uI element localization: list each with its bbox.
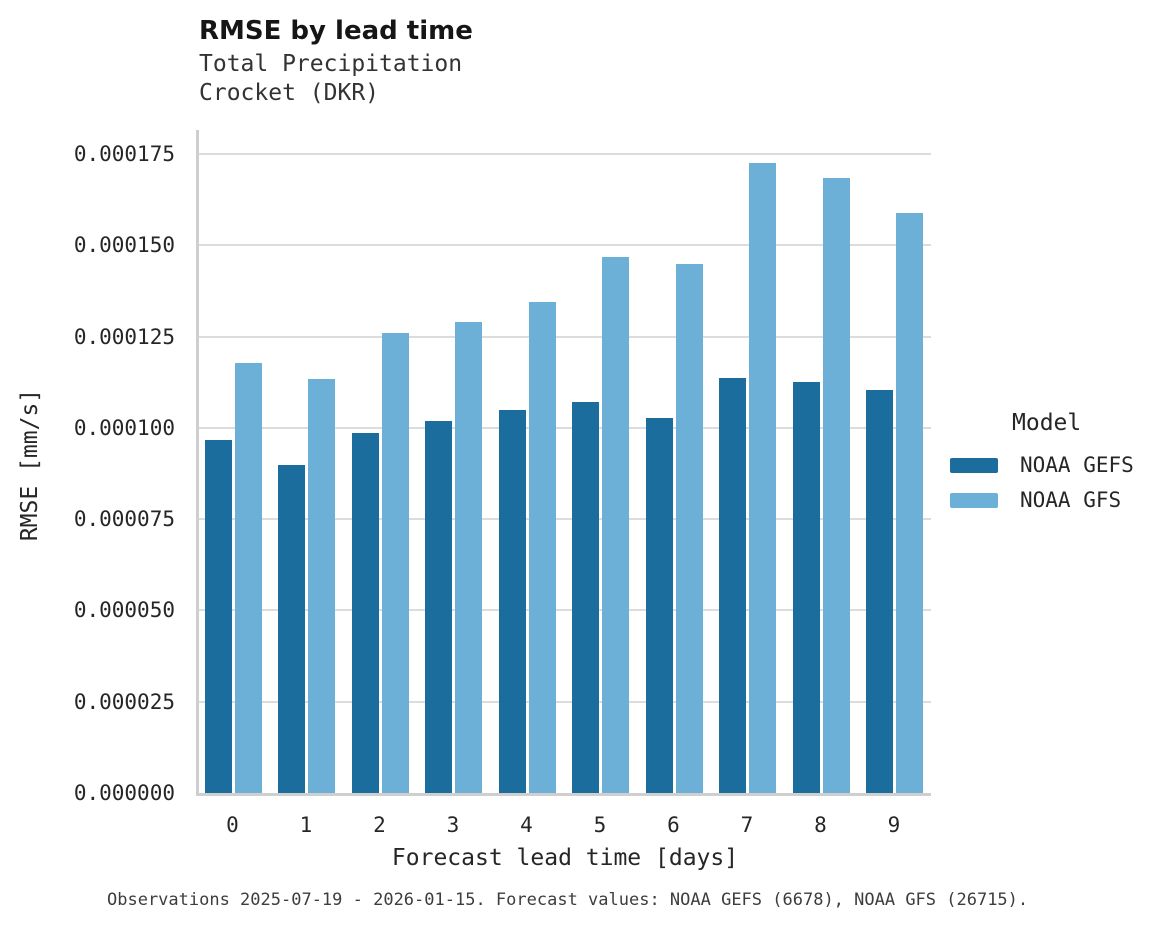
chart-subtitle-line2: Crocket (DKR) bbox=[199, 80, 380, 106]
legend-title: Model bbox=[1012, 410, 1082, 436]
gridline bbox=[199, 700, 931, 703]
bar-noaa-gfs-day-1 bbox=[308, 378, 335, 793]
bar-noaa-gfs-day-5 bbox=[602, 257, 629, 793]
bar-noaa-gfs-day-7 bbox=[749, 163, 776, 793]
legend-swatch bbox=[950, 492, 998, 508]
bar-noaa-gefs-day-7 bbox=[719, 378, 746, 793]
x-tick-label: 3 bbox=[446, 813, 460, 837]
bar-noaa-gfs-day-0 bbox=[234, 362, 262, 793]
plot-area bbox=[196, 130, 931, 796]
x-tick-label: 2 bbox=[373, 813, 386, 837]
bar-noaa-gfs-day-3 bbox=[455, 321, 482, 793]
y-tick-label: 0.000050 bbox=[73, 598, 175, 623]
legend: Model NOAA GEFS NOAA GFS bbox=[950, 410, 1165, 520]
x-tick-label: 5 bbox=[593, 813, 607, 837]
legend-entry: NOAA GFS bbox=[950, 485, 1165, 515]
bar-noaa-gfs-day-4 bbox=[528, 301, 556, 793]
bar-noaa-gefs-day-0 bbox=[204, 440, 232, 793]
gridline bbox=[199, 244, 931, 247]
gridline bbox=[199, 518, 931, 521]
x-tick-label: 7 bbox=[740, 813, 754, 837]
legend-entry: NOAA GEFS bbox=[950, 450, 1165, 480]
bar-noaa-gefs-day-1 bbox=[278, 465, 305, 793]
gridline bbox=[199, 335, 931, 338]
x-tick-label: 4 bbox=[520, 813, 533, 837]
legend-entries: NOAA GEFS NOAA GFS bbox=[950, 450, 1165, 515]
y-axis-title: RMSE [mm/s] bbox=[17, 388, 43, 542]
legend-swatch bbox=[950, 457, 998, 473]
bar-noaa-gfs-day-2 bbox=[381, 332, 409, 793]
x-tick-label: 0 bbox=[226, 813, 239, 837]
x-tick-label: 6 bbox=[667, 813, 680, 837]
y-tick-label: 0.000150 bbox=[73, 233, 175, 258]
legend-label: NOAA GEFS bbox=[1020, 453, 1134, 477]
chart-title: RMSE by lead time bbox=[199, 16, 473, 46]
bar-noaa-gefs-day-6 bbox=[645, 418, 673, 793]
x-tick-label: 9 bbox=[887, 813, 901, 837]
y-tick-label: 0.000025 bbox=[73, 689, 175, 714]
y-tick-label: 0.000075 bbox=[73, 507, 175, 532]
x-tick-label: 8 bbox=[814, 813, 827, 837]
bar-noaa-gefs-day-3 bbox=[425, 420, 452, 793]
y-tick-label: 0.000175 bbox=[73, 142, 175, 166]
y-tick-label: 0.000125 bbox=[73, 324, 175, 349]
x-axis-title: Forecast lead time [days] bbox=[391, 845, 739, 871]
gridline bbox=[199, 426, 931, 429]
bar-noaa-gefs-day-4 bbox=[498, 409, 526, 793]
bar-noaa-gefs-day-8 bbox=[792, 382, 820, 793]
y-tick-label: 0.000100 bbox=[73, 415, 175, 440]
bar-noaa-gfs-day-8 bbox=[822, 178, 850, 793]
x-tick-label: 1 bbox=[299, 813, 313, 837]
y-tick-label: 0.000000 bbox=[73, 781, 175, 805]
gridline bbox=[199, 153, 931, 155]
bar-noaa-gefs-day-5 bbox=[572, 402, 599, 793]
bar-noaa-gefs-day-9 bbox=[866, 389, 893, 793]
caption: Observations 2025-07-19 - 2026-01-15. Fo… bbox=[107, 890, 1029, 910]
chart-subtitle-line1: Total Precipitation bbox=[199, 51, 463, 77]
gridline bbox=[199, 609, 931, 612]
bar-noaa-gfs-day-9 bbox=[896, 212, 923, 793]
bar-noaa-gfs-day-6 bbox=[675, 263, 703, 793]
bar-noaa-gefs-day-2 bbox=[351, 433, 379, 793]
legend-label: NOAA GFS bbox=[1020, 488, 1122, 512]
